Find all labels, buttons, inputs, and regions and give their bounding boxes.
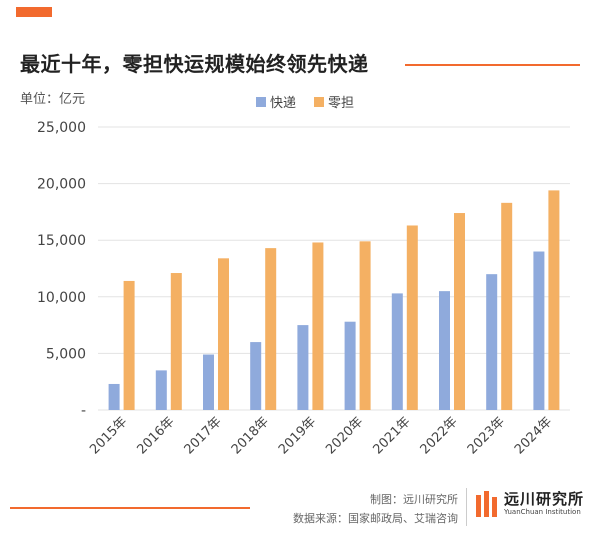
credit-text: 制图：远川研究所 [370,493,458,506]
bar-ltl-8 [454,213,465,410]
legend-swatch-ltl [314,96,325,107]
y-tick-label: - [81,403,86,419]
x-tick-label: 2017年 [182,414,225,457]
x-tick-label: 2021年 [370,414,413,457]
legend-item-ltl: 零担 [314,92,354,111]
bar-express-8 [439,291,450,410]
chart-legend: 快递 零担 [256,92,372,111]
y-tick-label: 10,000 [37,290,86,306]
logo-mark-icon [476,490,497,517]
bar-express-5 [297,325,309,410]
unit-label: 单位：亿元 [20,92,86,107]
x-tick-label: 2024年 [512,414,555,457]
accent-bar [16,7,52,17]
bar-express-7 [391,293,403,410]
logo: 远川研究所 YuanChuan Institution [476,490,584,517]
x-tick-label: 2022年 [418,414,461,457]
legend-label-ltl: 零担 [328,96,355,111]
bar-ltl-4 [265,248,277,410]
logo-name-en: YuanChuan Institution [504,508,581,516]
footer-text: 制图：远川研究所 数据来源：国家邮政局、艾瑞咨询 [293,490,458,528]
footer-line [10,507,250,509]
y-tick-label: 5,000 [46,346,86,362]
bar-ltl-6 [359,241,371,410]
bar-express-4 [250,342,262,410]
x-tick-label: 2020年 [323,414,366,457]
bar-ltl-7 [406,225,418,410]
y-tick-label: 25,000 [37,120,86,136]
bar-ltl-1 [123,280,135,410]
logo-name: 远川研究所 [504,490,585,508]
bar-ltl-2 [170,273,182,410]
y-tick-label: 20,000 [37,177,86,193]
x-tick-label: 2015年 [87,414,130,457]
footer-divider [466,488,467,526]
bar-ltl-9 [501,202,513,410]
bar-ltl-5 [312,242,324,410]
legend-swatch-express [256,96,266,107]
x-tick-label: 2023年 [465,414,508,457]
source-text: 数据来源：国家邮政局、艾瑞咨询 [293,512,458,525]
bar-express-10 [533,251,545,410]
bar-express-9 [486,274,498,410]
y-tick-label: 15,000 [37,233,86,249]
bar-ltl-10 [548,190,560,410]
bar-express-6 [344,321,356,410]
bar-express-2 [155,370,167,410]
page-title: 最近十年，零担快运规模始终领先快递 [20,52,369,76]
x-tick-label: 2019年 [276,414,319,457]
x-tick-label: 2018年 [229,414,272,457]
bar-express-1 [108,383,120,410]
x-tick-label: 2016年 [134,414,177,457]
title-underline [405,64,580,66]
legend-label-express: 快递 [270,96,297,111]
bar-express-3 [203,354,214,410]
bar-ltl-3 [218,258,229,410]
legend-item-express: 快递 [256,92,296,111]
